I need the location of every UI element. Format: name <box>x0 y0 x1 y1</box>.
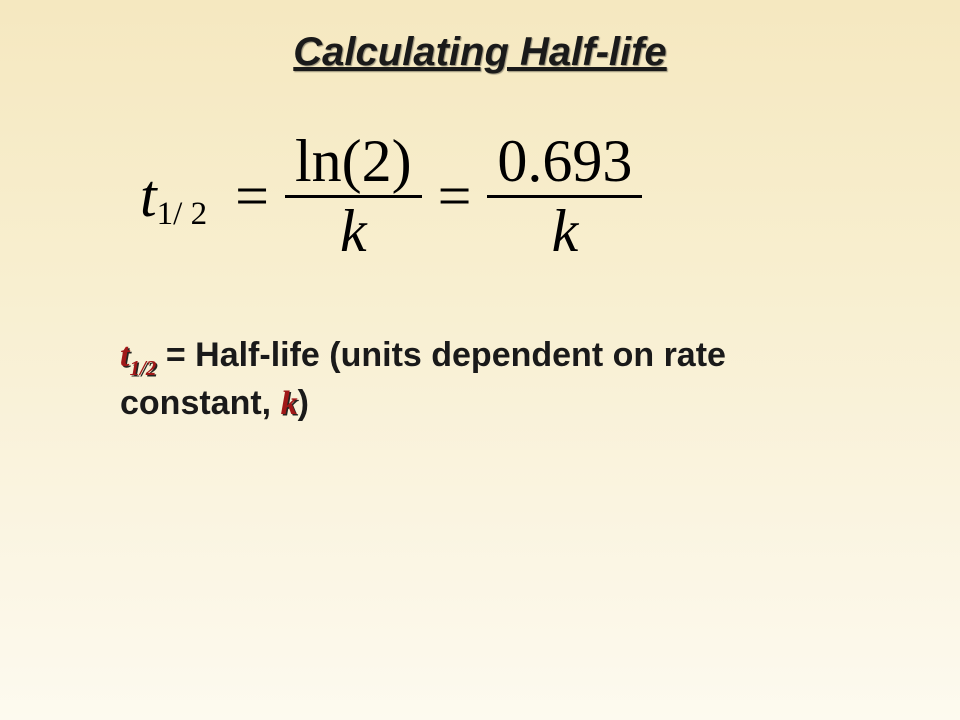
halflife-equation: t 1/ 2 = ln(2) k = 0.693 k <box>140 130 960 263</box>
symbol-k: k <box>281 385 298 422</box>
fraction-ln2-over-k: ln(2) k <box>285 130 422 263</box>
denominator-k-2: k <box>542 198 589 263</box>
numerator-ln2: ln(2) <box>285 130 422 195</box>
equation-lhs: t 1/ 2 <box>140 162 207 231</box>
var-t-subscript: 1/ 2 <box>157 196 207 233</box>
equals-sign-2: = <box>438 162 472 231</box>
var-t: t <box>140 162 157 231</box>
def-part2: ) <box>298 384 309 422</box>
denominator-k-1: k <box>330 198 377 263</box>
equals-sign-1: = <box>235 162 269 231</box>
slide-title: Calculating Half-life <box>0 0 960 75</box>
symbol-t-half: t1/2 <box>120 337 156 374</box>
def-part1: = Half-life (units dependent on rate con… <box>120 336 726 422</box>
definition-text: t1/2 = Half-life (units dependent on rat… <box>120 333 880 427</box>
symbol-t-sub: 1/2 <box>129 356 156 380</box>
numerator-0693: 0.693 <box>487 130 642 195</box>
fraction-0693-over-k: 0.693 k <box>487 130 642 263</box>
